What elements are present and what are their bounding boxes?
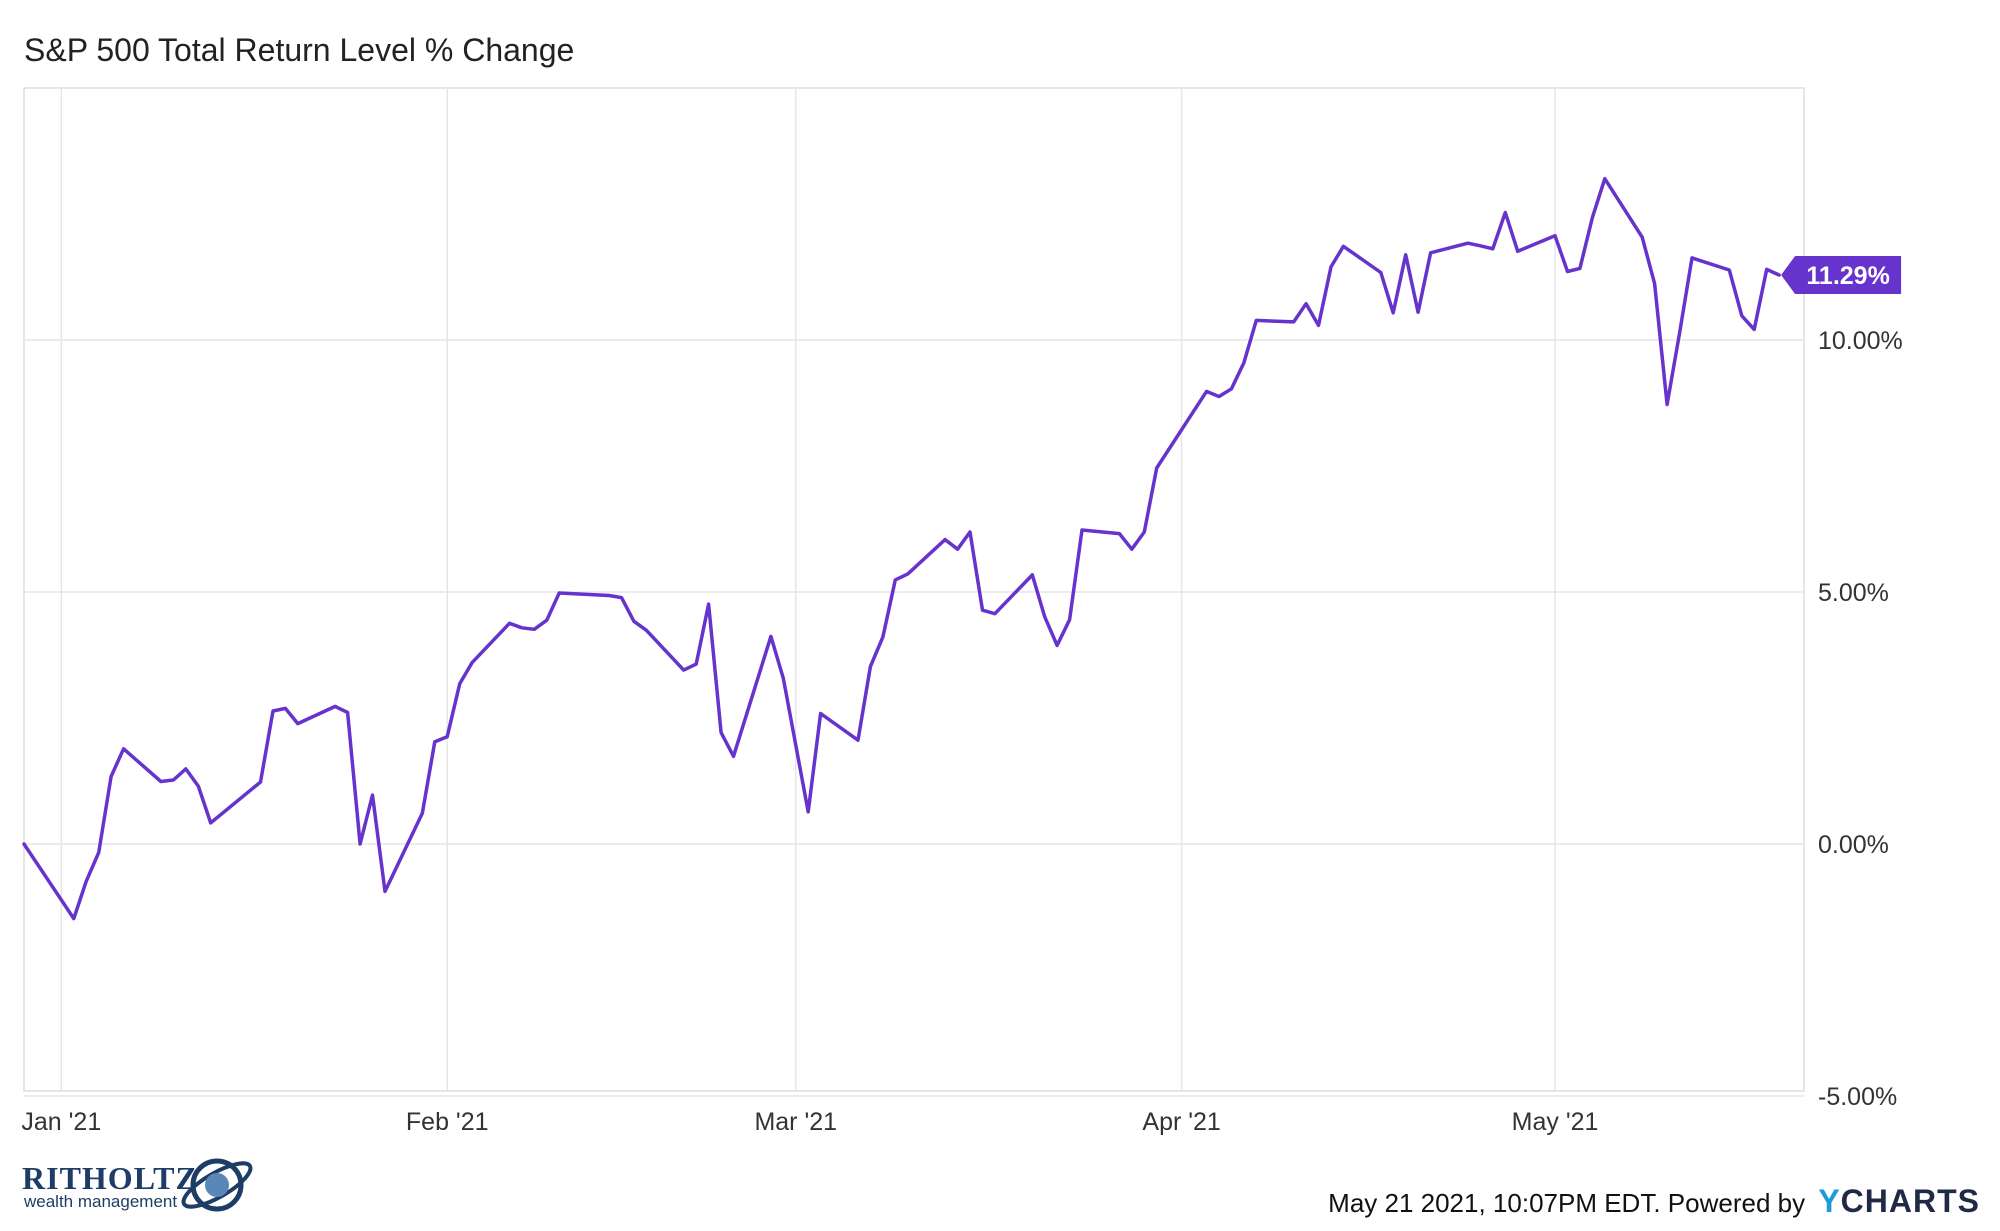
- series-line-0: [22, 176, 1781, 921]
- plot-area-frame: [23, 87, 1805, 1092]
- y-tick-label-0: 10.00%: [1818, 327, 1903, 355]
- end-label-badge-0: [1781, 255, 1902, 294]
- x-tick-label-2: Mar '21: [754, 1108, 837, 1136]
- x-tick-label-1: Feb '21: [406, 1108, 489, 1136]
- footer-timestamp: May 21 2021, 10:07PM EDT. Powered by: [1328, 1188, 1806, 1218]
- logo-subtitle: wealth management: [24, 1192, 178, 1211]
- y-tick-label-3: -5.00%: [1818, 1083, 1897, 1111]
- x-tick-label-4: May '21: [1512, 1108, 1599, 1136]
- ycharts-logo-text: CHARTS: [1840, 1183, 1980, 1219]
- y-tick-label-2: 0.00%: [1818, 831, 1889, 859]
- x-tick-label-0: Jan '21: [21, 1108, 101, 1136]
- ritholtz-logo: RITHOLTZ wealth management: [22, 1150, 262, 1220]
- footer-attribution: May 21 2021, 10:07PM EDT. Powered by YCH…: [1328, 1183, 1980, 1220]
- series-layer: [22, 176, 1781, 921]
- ycharts-logo-y: Y: [1818, 1183, 1841, 1219]
- chart-title: S&P 500 Total Return Level % Change: [24, 32, 575, 68]
- x-tick-label-3: Apr '21: [1142, 1108, 1220, 1136]
- logo-name: RITHOLTZ: [22, 1160, 198, 1196]
- end-value-label: 11.29%: [1781, 255, 1902, 294]
- globe-emblem-icon: [181, 1158, 253, 1212]
- y-gridlines: [24, 339, 1804, 1097]
- ycharts-logo: YCHARTS: [1818, 1183, 1980, 1219]
- y-axis-tick-labels: 10.00% 5.00% 0.00% -5.00%: [1818, 327, 1903, 1111]
- x-gridlines: [60, 88, 1556, 1091]
- x-axis-tick-labels: Jan '21 Feb '21 Mar '21 Apr '21 May '21: [21, 1108, 1598, 1136]
- end-label-text-0: 11.29%: [1806, 262, 1889, 290]
- y-tick-label-1: 5.00%: [1818, 579, 1889, 607]
